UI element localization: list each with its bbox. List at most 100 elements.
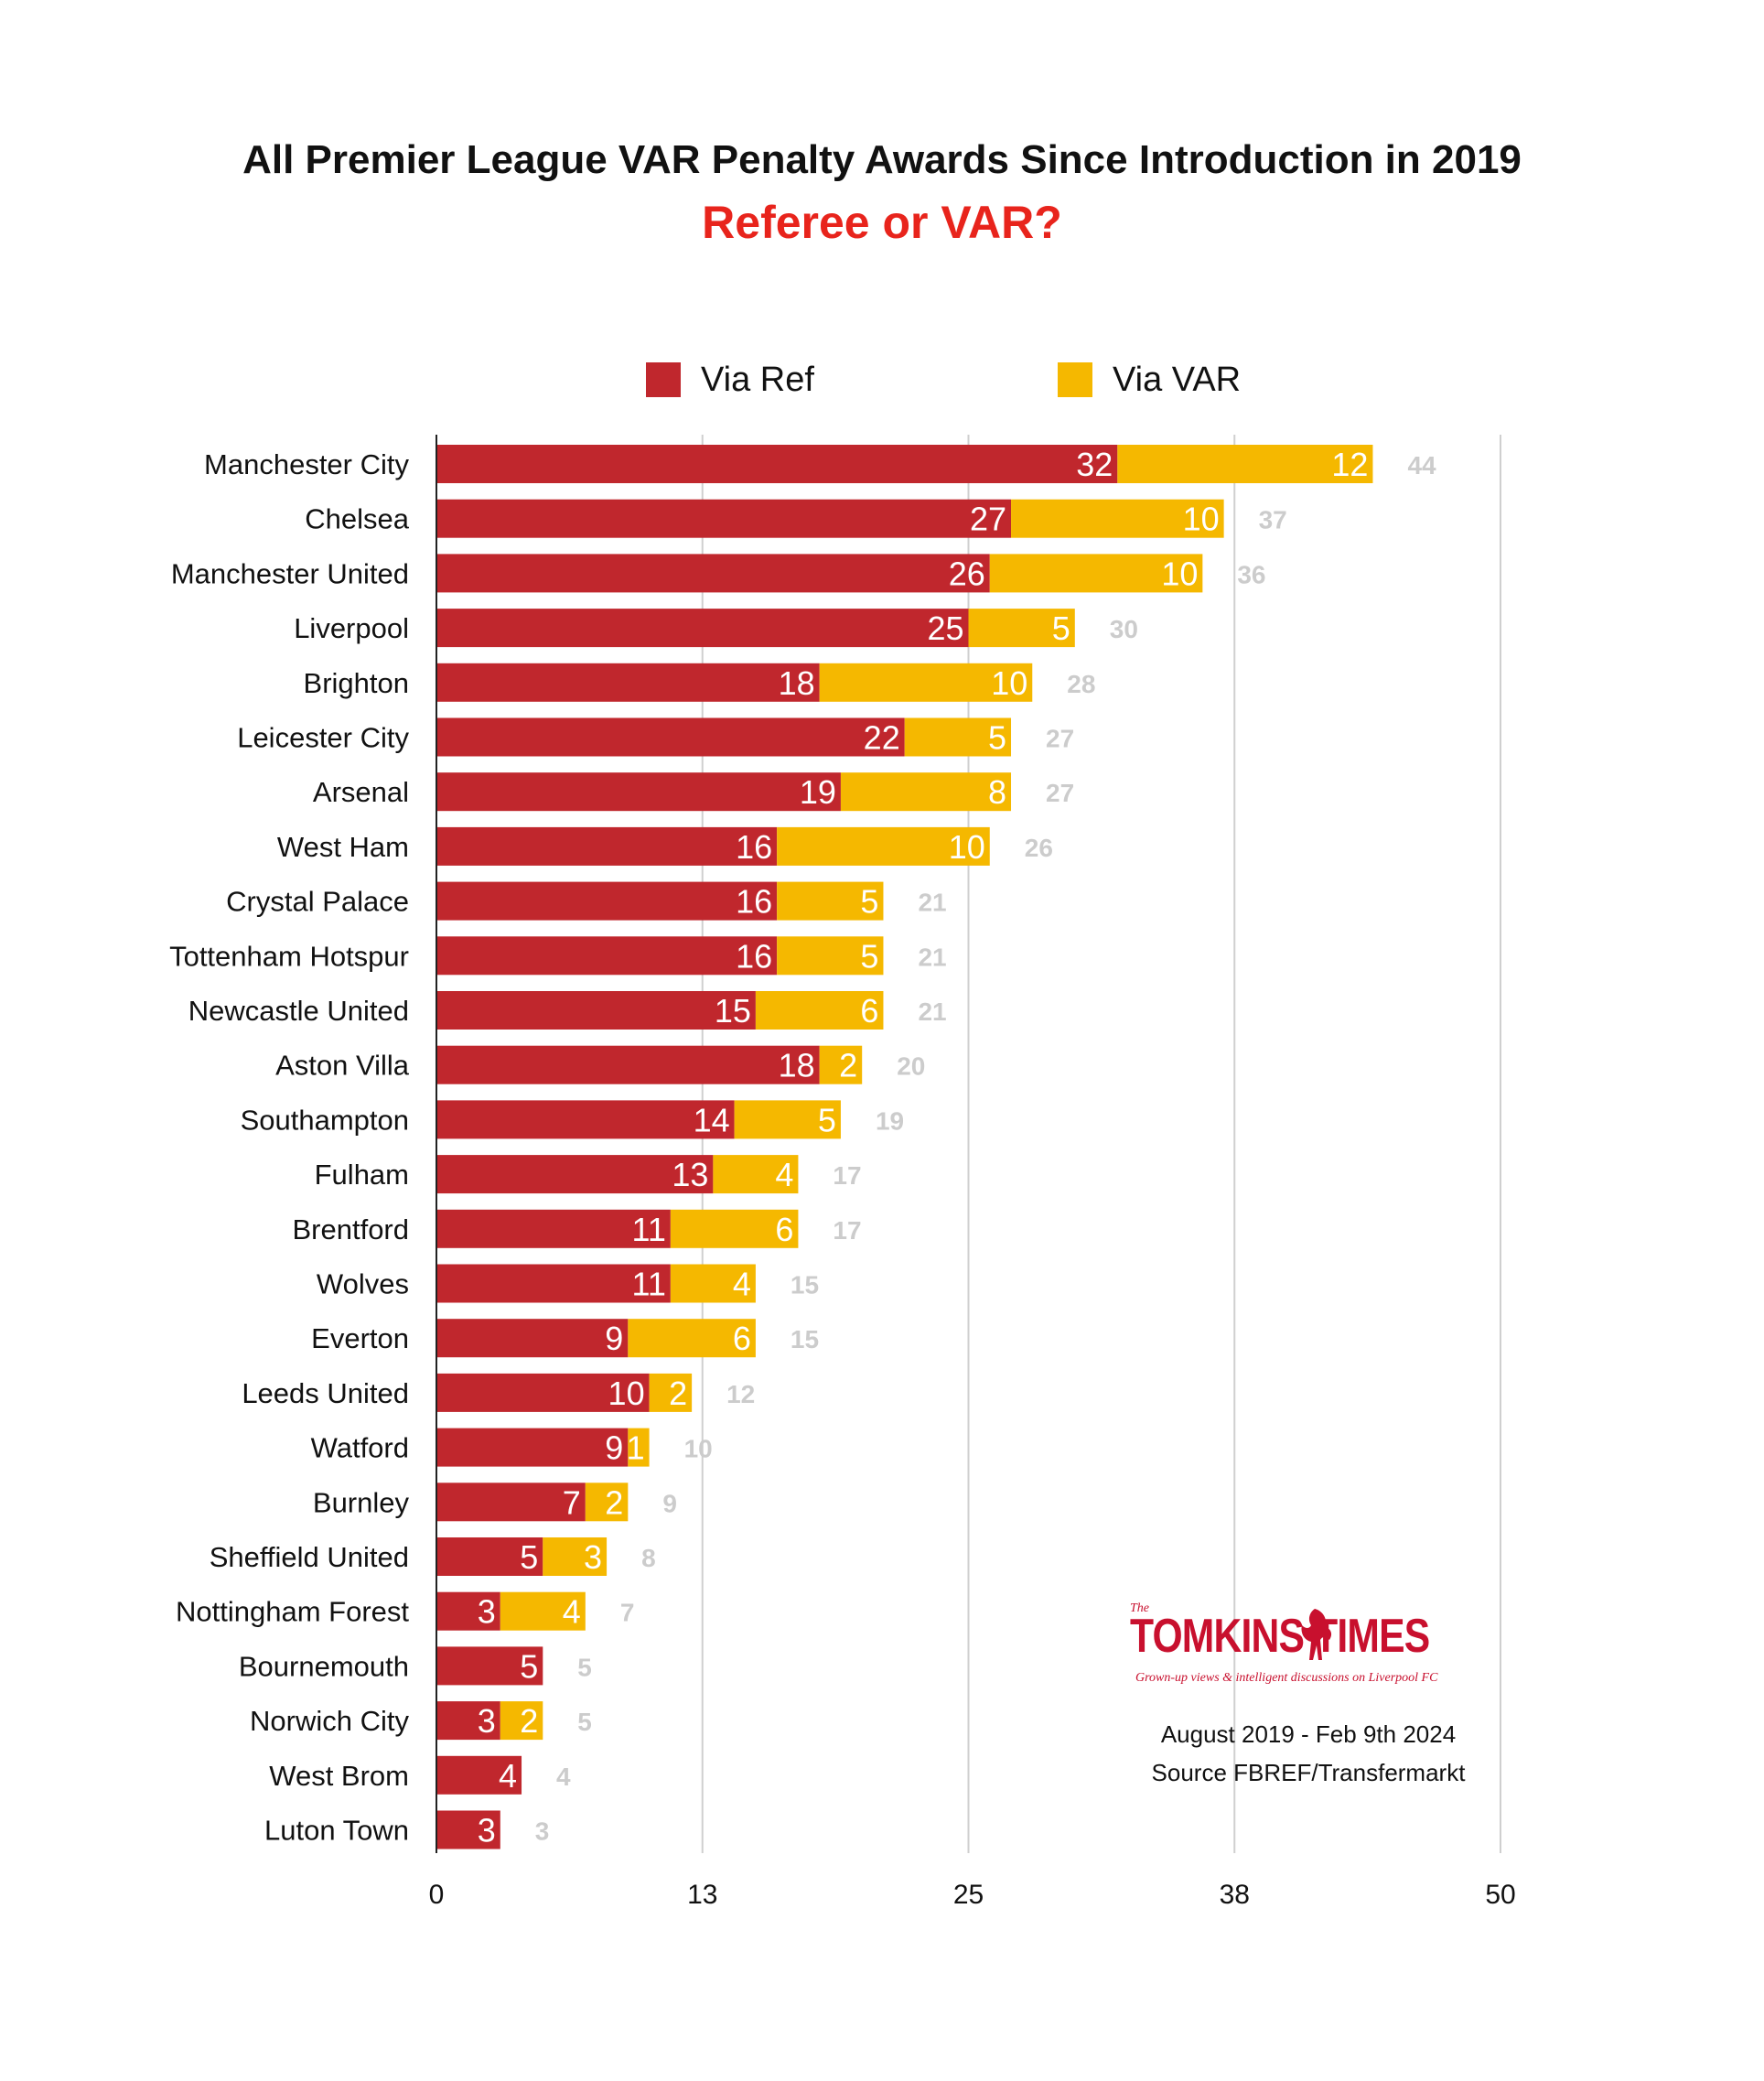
chart-subtitle: Referee or VAR? — [702, 197, 1062, 248]
category-label: Brighton — [304, 667, 409, 699]
total-label: 10 — [684, 1435, 713, 1463]
bar-via-ref — [436, 1701, 500, 1741]
legend-item-via-var: Via VAR — [1058, 352, 1241, 407]
total-label: 15 — [791, 1325, 819, 1353]
data-label-via-var: 10 — [991, 664, 1027, 702]
data-label-via-var: 5 — [818, 1101, 836, 1138]
logo-the-text: The — [1130, 1601, 1149, 1615]
data-label-via-ref: 3 — [478, 1593, 496, 1631]
data-label-via-ref: 25 — [927, 609, 963, 647]
data-label-via-var: 5 — [860, 883, 878, 921]
total-label: 7 — [620, 1599, 635, 1627]
bar-via-ref — [436, 991, 756, 1030]
bar-via-ref — [436, 1373, 650, 1412]
data-label-via-ref: 22 — [864, 719, 900, 757]
data-label-via-var: 6 — [733, 1320, 751, 1357]
bar-via-var — [734, 1100, 841, 1139]
total-label: 17 — [833, 1216, 861, 1245]
bar-via-ref — [436, 1810, 500, 1849]
bar-via-var — [819, 663, 1033, 702]
category-label: Brentford — [292, 1213, 409, 1245]
total-label: 26 — [1025, 834, 1053, 862]
data-label-via-var: 6 — [860, 992, 878, 1030]
data-label-via-ref: 9 — [605, 1320, 623, 1357]
data-label-via-var: 2 — [669, 1375, 687, 1412]
category-label: Nottingham Forest — [176, 1596, 409, 1628]
data-label-via-var: 10 — [1161, 555, 1198, 592]
bar-via-var — [713, 1155, 799, 1194]
data-label-via-ref: 19 — [800, 773, 836, 811]
bar-via-var — [670, 1209, 799, 1248]
bar-via-ref — [436, 1483, 586, 1522]
bar-via-ref — [436, 1155, 714, 1194]
legend-item-via-ref: Via Ref — [646, 352, 814, 407]
bar-via-var — [543, 1537, 608, 1576]
data-label-via-var: 10 — [1183, 501, 1220, 538]
data-label-via-ref: 5 — [520, 1647, 538, 1685]
category-label: Arsenal — [313, 776, 409, 808]
bar-via-ref — [436, 936, 778, 976]
data-label-via-ref: 15 — [715, 992, 751, 1030]
total-label: 4 — [556, 1763, 571, 1791]
total-label: 21 — [918, 943, 946, 971]
total-label: 36 — [1237, 560, 1265, 588]
total-label: 27 — [1046, 779, 1074, 807]
category-label: Everton — [311, 1322, 409, 1354]
data-label-via-var: 10 — [949, 828, 985, 866]
category-label: Bournemouth — [239, 1650, 409, 1682]
data-label-via-ref: 18 — [779, 664, 815, 702]
bar-via-var — [989, 554, 1203, 593]
data-label-via-var: 5 — [988, 719, 1006, 757]
data-label-via-ref: 4 — [499, 1757, 517, 1795]
bar-via-var — [500, 1591, 586, 1631]
data-label-via-var: 4 — [775, 1156, 793, 1193]
category-label: Wolves — [317, 1268, 409, 1300]
legend: Via Ref Via VAR — [0, 352, 1764, 407]
bar-via-var — [670, 1264, 756, 1303]
x-tick-label: 25 — [953, 1880, 984, 1910]
legend-swatch-var — [1058, 362, 1092, 397]
bar-via-ref — [436, 1591, 500, 1631]
data-label-via-ref: 10 — [608, 1375, 645, 1412]
data-label-via-ref: 11 — [631, 1211, 665, 1248]
logo-name-text: TOMKINS TIMES — [1130, 1610, 1430, 1663]
category-label: Aston Villa — [275, 1050, 410, 1082]
bar-via-var — [840, 772, 1012, 812]
bar-via-ref — [436, 445, 1118, 483]
bar-via-var — [755, 991, 884, 1030]
data-label-via-var: 5 — [1052, 609, 1070, 647]
category-label: Leeds United — [242, 1377, 409, 1409]
total-label: 27 — [1046, 725, 1074, 753]
bar-via-var — [649, 1373, 693, 1412]
data-label-via-ref: 5 — [520, 1538, 538, 1576]
category-label: Watford — [311, 1432, 409, 1464]
legend-label-var: Via VAR — [1113, 360, 1242, 399]
category-label: West Brom — [269, 1760, 409, 1792]
bar-via-ref — [436, 663, 820, 702]
category-label: Tottenham Hotspur — [169, 940, 409, 972]
bar-via-var — [777, 936, 884, 976]
bar-via-var — [777, 826, 990, 866]
data-label-via-ref: 16 — [736, 937, 772, 975]
data-label-via-ref: 11 — [631, 1266, 665, 1303]
bar-via-ref — [436, 772, 841, 812]
category-label: Manchester City — [204, 448, 409, 480]
bar-via-var — [585, 1483, 629, 1522]
bar-via-ref — [436, 1100, 735, 1139]
category-label: Chelsea — [305, 503, 409, 535]
bar-via-ref — [436, 1537, 543, 1576]
x-tick-label: 13 — [687, 1880, 717, 1910]
bar-via-ref — [436, 499, 1012, 538]
bar-via-ref — [436, 1264, 671, 1303]
total-label: 8 — [641, 1544, 656, 1572]
x-tick-label: 0 — [429, 1880, 445, 1910]
category-label: Liverpool — [294, 612, 409, 644]
bar-via-ref — [436, 1646, 543, 1686]
total-label: 19 — [876, 1106, 904, 1135]
category-label: Fulham — [315, 1159, 409, 1191]
data-label-via-var: 4 — [563, 1593, 581, 1631]
data-label-via-var: 2 — [605, 1483, 623, 1521]
bar-via-var — [628, 1428, 650, 1467]
category-label: Crystal Palace — [226, 886, 409, 918]
